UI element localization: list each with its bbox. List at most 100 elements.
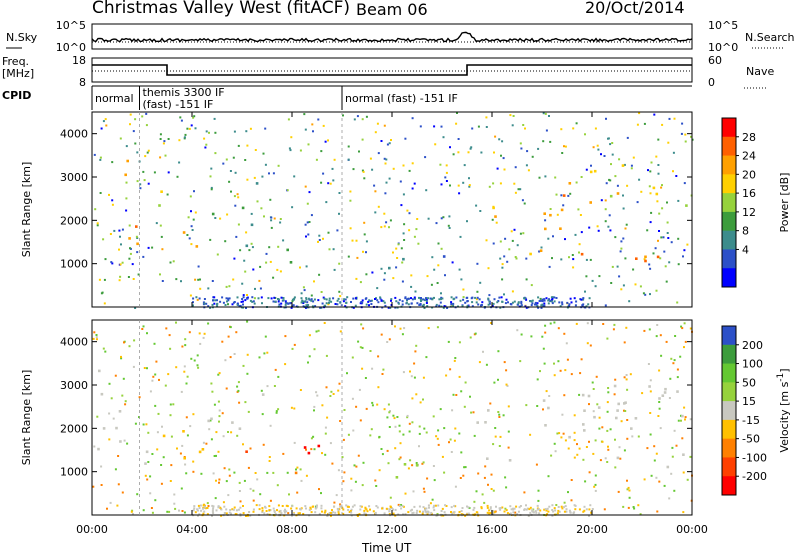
velocity-noise-point — [464, 514, 467, 517]
velocity-ground-point — [397, 513, 400, 516]
velocity-ground-point — [545, 509, 548, 512]
power-noise-point — [125, 145, 128, 148]
power-ground-point — [395, 300, 398, 303]
velocity-noise-point — [653, 459, 656, 462]
velocity-noise-point — [299, 389, 302, 391]
velocity-ground-point — [509, 512, 512, 515]
power-noise-point — [632, 156, 635, 159]
velocity-ground-point — [220, 514, 223, 517]
power-ground-point — [209, 306, 212, 309]
power-ground-point — [249, 299, 252, 302]
velocity-noise-point — [454, 485, 457, 488]
power-noise-point — [658, 230, 660, 232]
power-ground-point — [307, 297, 310, 300]
velocity-noise-point — [594, 489, 597, 492]
power-noise-point — [672, 170, 674, 173]
power-noise-point — [596, 225, 599, 228]
velocity-noise-point — [409, 370, 411, 373]
velocity-ground-point — [489, 506, 492, 509]
velocity-noise-point — [470, 411, 473, 414]
velocity-ytick-label: 3000 — [60, 379, 88, 392]
power-echo-cell — [182, 231, 186, 234]
power-noise-point — [509, 114, 512, 117]
velocity-ground-point — [242, 505, 244, 507]
velocity-noise-point — [295, 468, 297, 471]
velocity-ground-point — [588, 508, 591, 511]
power-ground-point — [212, 299, 214, 302]
velocity-echo-cell — [261, 393, 265, 396]
power-echo-cell — [644, 259, 647, 263]
velocity-noise-point — [451, 409, 454, 412]
velocity-noise-point — [492, 489, 495, 492]
velocity-noise-point — [131, 513, 134, 515]
power-ground-point — [442, 306, 445, 309]
power-ground-point — [253, 302, 256, 305]
velocity-ground-point — [489, 512, 492, 514]
velocity-noise-point — [120, 355, 122, 358]
power-ground-point — [422, 298, 425, 301]
power-ground-point — [440, 298, 442, 301]
freq-right-tick: 60 — [708, 54, 722, 67]
velocity-noise-point — [186, 375, 189, 378]
velocity-noise-point — [310, 448, 313, 451]
velocity-noise-point — [398, 424, 401, 427]
power-ground-point — [405, 301, 408, 304]
power-noise-point — [467, 151, 470, 154]
velocity-noise-point — [435, 435, 438, 438]
velocity-noise-point — [120, 357, 123, 360]
power-noise-point — [658, 212, 661, 215]
power-noise-point — [236, 193, 239, 196]
velocity-noise-point — [683, 346, 685, 349]
power-noise-point — [146, 151, 149, 154]
power-noise-point — [620, 288, 623, 291]
power-noise-point — [600, 153, 602, 156]
velocity-noise-point — [359, 419, 362, 422]
power-ground-point — [545, 297, 548, 300]
power-noise-point — [383, 212, 386, 215]
power-ground-point — [367, 300, 370, 303]
power-noise-point — [310, 214, 313, 217]
power-ground-point — [573, 297, 576, 300]
velocity-noise-point — [378, 469, 381, 472]
power-noise-point — [642, 292, 645, 295]
velocity-noise-point — [152, 375, 155, 378]
power-noise-point — [98, 278, 101, 281]
power-ground-point — [387, 306, 390, 309]
power-noise-point — [630, 164, 633, 167]
velocity-noise-point — [663, 484, 666, 487]
power-noise-point — [650, 211, 653, 214]
power-noise-point — [426, 275, 429, 278]
velocity-noise-point — [386, 449, 389, 452]
velocity-ground-point — [337, 509, 340, 512]
velocity-noise-point — [354, 480, 357, 483]
velocity-ground-point — [291, 505, 294, 508]
power-ground-point — [292, 304, 295, 307]
velocity-noise-point — [478, 361, 481, 364]
power-noise-point — [656, 200, 659, 203]
velocity-noise-point — [433, 479, 436, 482]
velocity-noise-point — [523, 491, 526, 494]
velocity-ground-point — [342, 508, 345, 511]
power-noise-point — [408, 229, 411, 232]
velocity-noise-point — [564, 369, 567, 372]
velocity-noise-point — [96, 338, 98, 341]
power-noise-point — [596, 144, 599, 147]
velocity-noise-point — [247, 466, 250, 469]
power-noise-point — [666, 232, 669, 234]
power-echo-cell — [593, 169, 597, 173]
velocity-noise-point — [607, 387, 610, 389]
power-noise-point — [253, 176, 256, 179]
power-ground-point — [406, 298, 409, 301]
velocity-ground-point — [472, 508, 475, 511]
velocity-ground-point — [536, 504, 539, 507]
power-ground-point — [310, 298, 313, 301]
power-ground-point — [561, 301, 564, 304]
velocity-noise-point — [158, 378, 160, 381]
power-noise-point — [279, 270, 282, 273]
velocity-noise-point — [403, 327, 406, 330]
velocity-noise-point — [388, 338, 391, 341]
power-noise-point — [244, 159, 247, 161]
velocity-noise-point — [153, 342, 156, 345]
power-noise-point — [243, 259, 246, 262]
velocity-ground-point — [192, 509, 195, 512]
